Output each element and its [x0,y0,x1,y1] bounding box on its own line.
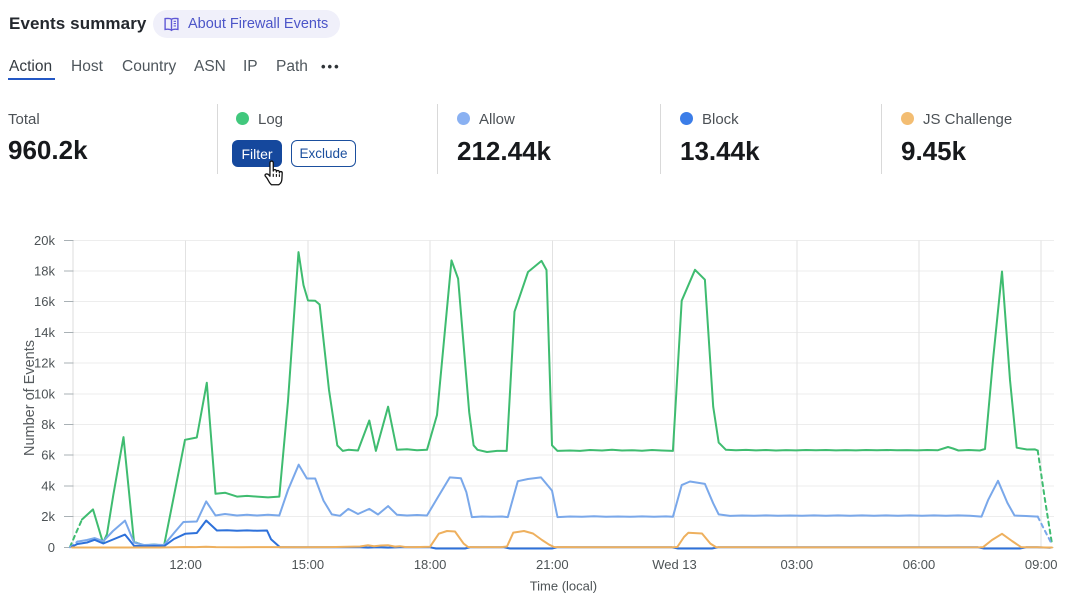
svg-text:Time (local): Time (local) [530,579,597,594]
svg-text:18k: 18k [34,264,55,279]
svg-text:15:00: 15:00 [292,557,325,572]
svg-text:18:00: 18:00 [414,557,447,572]
svg-text:0: 0 [48,540,55,555]
svg-text:20k: 20k [34,233,55,248]
svg-text:12:00: 12:00 [169,557,202,572]
svg-text:10k: 10k [34,386,55,401]
svg-text:6k: 6k [41,448,55,463]
svg-text:09:00: 09:00 [1025,557,1058,572]
svg-text:4k: 4k [41,478,55,493]
svg-text:06:00: 06:00 [903,557,936,572]
svg-text:12k: 12k [34,356,55,371]
svg-text:8k: 8k [41,417,55,432]
svg-text:14k: 14k [34,325,55,340]
svg-text:2k: 2k [41,509,55,524]
svg-text:Number of Events: Number of Events [22,340,38,456]
svg-text:21:00: 21:00 [536,557,569,572]
svg-text:03:00: 03:00 [781,557,814,572]
svg-text:16k: 16k [34,294,55,309]
svg-text:Wed 13: Wed 13 [652,557,697,572]
